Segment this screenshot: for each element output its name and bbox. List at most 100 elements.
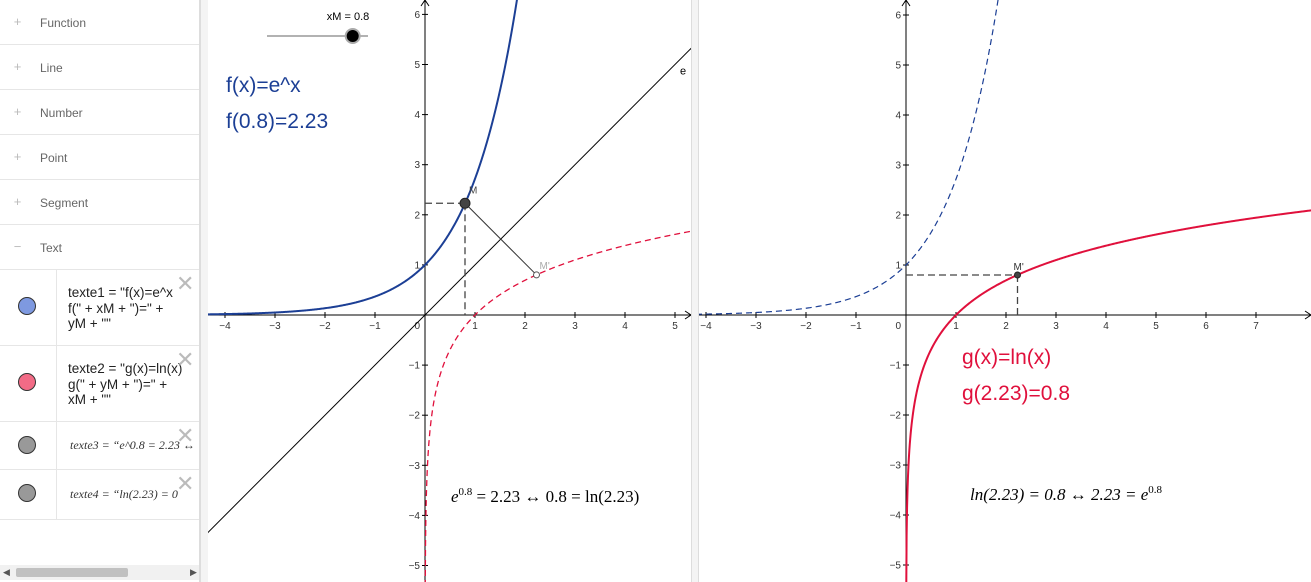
category-function[interactable]: + Function xyxy=(0,0,199,45)
y-tick-label: 4 xyxy=(895,111,901,122)
x-tick-label: 5 xyxy=(672,321,678,332)
plus-icon[interactable]: + xyxy=(13,14,22,29)
y-tick-label: −2 xyxy=(890,411,902,422)
close-icon[interactable]: ✕ xyxy=(176,347,195,372)
graphics-view-2[interactable]: −4 −3 −2 −1 1 2 3 4 5 6 7 6 5 4 3 2 1 −1 −2 −3 −4 −5 0 M' g(x)… xyxy=(699,0,1311,582)
scroll-left-icon[interactable]: ◀ xyxy=(3,567,10,577)
slider-xM[interactable]: xM = 0.8 xyxy=(267,11,369,44)
y-tick-label: 2 xyxy=(895,211,901,222)
text-g-value[interactable]: g(2.23)=0.8 xyxy=(962,382,1070,405)
category-line[interactable]: + Line xyxy=(0,45,199,90)
y-tick-label: 2 xyxy=(414,210,420,221)
x-tick-label: 2 xyxy=(1003,321,1009,332)
y-tick-label: 6 xyxy=(414,10,420,21)
visibility-toggle[interactable] xyxy=(18,436,36,454)
point-Mprime-label: M' xyxy=(1014,262,1024,273)
scroll-right-icon[interactable]: ▶ xyxy=(190,567,197,577)
y-tick-label: −5 xyxy=(409,561,421,572)
x-tick-label: 3 xyxy=(572,321,578,332)
x-axis-arrow-icon xyxy=(1304,310,1311,320)
y-tick-label: 4 xyxy=(414,110,420,121)
ln-curve[interactable] xyxy=(905,209,1311,582)
item-definition[interactable]: texte3 = “e^0.8 = 2.23 ↔ xyxy=(70,438,195,452)
latex-formula-1[interactable]: e0.8 = 2.23 ↔ 0.8 = ln(2.23) xyxy=(451,486,639,506)
category-label: Line xyxy=(40,61,63,75)
ln-curve-dashed[interactable] xyxy=(424,230,691,582)
y-tick-label: 5 xyxy=(895,61,901,72)
algebra-item-texte2[interactable]: texte2 = "g(x)=ln(x) g(" + yM + ")=" + x… xyxy=(0,346,199,422)
x-tick-label: 4 xyxy=(622,321,628,332)
algebra-item-texte1[interactable]: texte1 = "f(x)=e^x f(" + xM + ")=" + yM … xyxy=(0,270,199,346)
y-axis-arrow-icon xyxy=(901,0,911,7)
y-tick-label: −1 xyxy=(890,361,902,372)
algebra-item-texte4[interactable]: texte4 = “ln(2.23) = 0 ✕ xyxy=(0,470,199,520)
text-f-definition[interactable]: f(x)=e^x xyxy=(226,74,301,97)
category-label: Number xyxy=(40,106,83,120)
plus-icon[interactable]: + xyxy=(13,149,22,164)
point-Mprime[interactable] xyxy=(1014,271,1021,279)
y-tick-label: 3 xyxy=(414,160,420,171)
latex-formula-2[interactable]: ln(2.23) = 0.8 ↔ 2.23 = e0.8 xyxy=(970,484,1163,504)
item-definition[interactable]: texte2 = "g(x)=ln(x) g(" + yM + ")=" + x… xyxy=(68,361,183,407)
y-tick-label: 1 xyxy=(414,260,420,271)
close-icon[interactable]: ✕ xyxy=(176,471,195,496)
text-f-value[interactable]: f(0.8)=2.23 xyxy=(226,110,328,133)
origin-label: 0 xyxy=(414,321,420,332)
category-label: Text xyxy=(40,241,63,255)
close-icon[interactable]: ✕ xyxy=(176,271,195,296)
item-definition[interactable]: texte1 = "f(x)=e^x f(" + xM + ")=" + yM … xyxy=(68,285,173,331)
x-tick-label: 3 xyxy=(1053,321,1059,332)
segment-M-Mprime[interactable] xyxy=(464,202,537,276)
category-segment[interactable]: + Segment xyxy=(0,180,199,225)
x-tick-label: 1 xyxy=(953,321,959,332)
algebra-view: + Function + Line + Number + Point + Seg… xyxy=(0,0,200,582)
point-M[interactable] xyxy=(459,197,471,209)
category-text[interactable]: − Text xyxy=(0,225,199,270)
category-point[interactable]: + Point xyxy=(0,135,199,180)
scrollbar-thumb[interactable] xyxy=(16,568,128,577)
graphics-view-1[interactable]: −4 −3 −2 −1 1 2 3 4 5 6 5 4 3 2 1 −1 −2 −3 −4 −5 0 e M M' xM… xyxy=(208,0,691,582)
category-label: Segment xyxy=(40,196,89,210)
text-g-definition[interactable]: g(x)=ln(x) xyxy=(962,346,1051,369)
axes: −4 −3 −2 −1 1 2 3 4 5 6 7 6 5 4 3 2 1 −1 −2 −3 −4 −5 0 xyxy=(699,0,1311,582)
panel-divider[interactable] xyxy=(200,0,208,582)
algebra-item-texte3[interactable]: texte3 = “e^0.8 = 2.23 ↔ ✕ xyxy=(0,422,199,470)
panel-divider[interactable] xyxy=(691,0,699,582)
visibility-toggle[interactable] xyxy=(18,373,36,391)
category-label: Function xyxy=(40,16,87,30)
x-tick-label: 1 xyxy=(472,321,478,332)
y-tick-label: −3 xyxy=(409,461,421,472)
x-tick-label: 6 xyxy=(1203,321,1209,332)
horizontal-scrollbar[interactable]: ◀ ▶ xyxy=(0,565,199,580)
x-tick-label: 2 xyxy=(522,321,528,332)
item-definition[interactable]: texte4 = “ln(2.23) = 0 xyxy=(70,487,178,501)
plus-icon[interactable]: + xyxy=(13,59,22,74)
minus-icon[interactable]: − xyxy=(13,239,22,254)
y-tick-label: −4 xyxy=(890,511,902,522)
x-tick-label: −3 xyxy=(750,321,762,332)
plus-icon[interactable]: + xyxy=(13,194,22,209)
x-tick-label: −2 xyxy=(800,321,812,332)
y-tick-label: 1 xyxy=(895,261,901,272)
x-axis-arrow-icon xyxy=(684,310,691,320)
axes: −4 −3 −2 −1 1 2 3 4 5 6 5 4 3 2 1 −1 −2 −3 −4 −5 0 xyxy=(208,0,691,582)
x-tick-label: −2 xyxy=(319,321,331,332)
x-tick-label: 7 xyxy=(1253,321,1259,332)
point-Mprime-label: M' xyxy=(540,261,550,272)
point-Mprime[interactable] xyxy=(533,271,540,279)
slider-knob[interactable] xyxy=(344,28,361,44)
point-M-label: M xyxy=(469,185,477,196)
origin-label: 0 xyxy=(895,321,901,332)
projection-dashes xyxy=(425,202,466,315)
close-icon[interactable]: ✕ xyxy=(176,423,195,448)
category-number[interactable]: + Number xyxy=(0,90,199,135)
y-tick-label: −4 xyxy=(409,511,421,522)
plus-icon[interactable]: + xyxy=(13,104,22,119)
y-tick-label: 3 xyxy=(895,161,901,172)
visibility-toggle[interactable] xyxy=(18,484,36,502)
exp-curve-dashed[interactable] xyxy=(699,0,1006,315)
exp-curve[interactable] xyxy=(208,0,520,316)
projection-dashes xyxy=(906,274,1019,315)
line-y-equals-x[interactable] xyxy=(208,44,691,535)
visibility-toggle[interactable] xyxy=(18,297,36,315)
